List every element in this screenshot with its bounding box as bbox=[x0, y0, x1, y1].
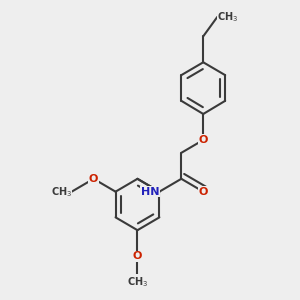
Text: CH$_3$: CH$_3$ bbox=[217, 10, 238, 24]
Text: O: O bbox=[89, 174, 98, 184]
Text: O: O bbox=[199, 135, 208, 145]
Text: O: O bbox=[133, 251, 142, 261]
Text: HN: HN bbox=[141, 187, 159, 197]
Text: O: O bbox=[199, 187, 208, 197]
Text: CH$_3$: CH$_3$ bbox=[127, 275, 148, 289]
Text: CH$_3$: CH$_3$ bbox=[50, 185, 72, 199]
